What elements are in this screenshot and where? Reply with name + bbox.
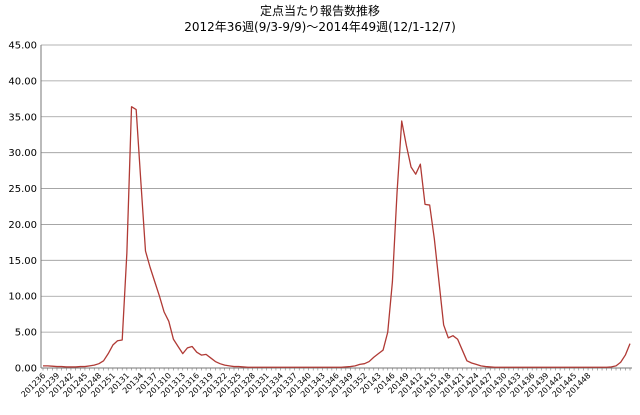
y-tick-label: 0.00 xyxy=(15,364,37,375)
x-axis-ticks: 2012362012392012422012452012482012512013… xyxy=(19,368,631,399)
series-line xyxy=(43,106,631,368)
y-tick-label: 35.00 xyxy=(8,112,37,123)
gridlines xyxy=(40,44,632,369)
y-tick-label: 40.00 xyxy=(8,76,37,87)
y-tick-label: 10.00 xyxy=(8,292,37,303)
y-tick-label: 15.00 xyxy=(8,256,37,267)
series-layer xyxy=(43,106,631,368)
y-tick-label: 30.00 xyxy=(8,148,37,159)
y-tick-label: 20.00 xyxy=(8,220,37,231)
chart-title: 定点当たり報告数推移 xyxy=(259,4,380,18)
y-tick-label: 25.00 xyxy=(8,184,37,195)
chart-subtitle: 2012年36週(9/3-9/9)～2014年49週(12/1-12/7) xyxy=(184,20,456,34)
y-tick-label: 45.00 xyxy=(8,41,37,52)
y-tick-label: 5.00 xyxy=(15,328,37,339)
y-axis-ticks: 45.00 40.00 35.00 30.00 25.00 20.00 15.00 10.00… xyxy=(8,41,37,375)
